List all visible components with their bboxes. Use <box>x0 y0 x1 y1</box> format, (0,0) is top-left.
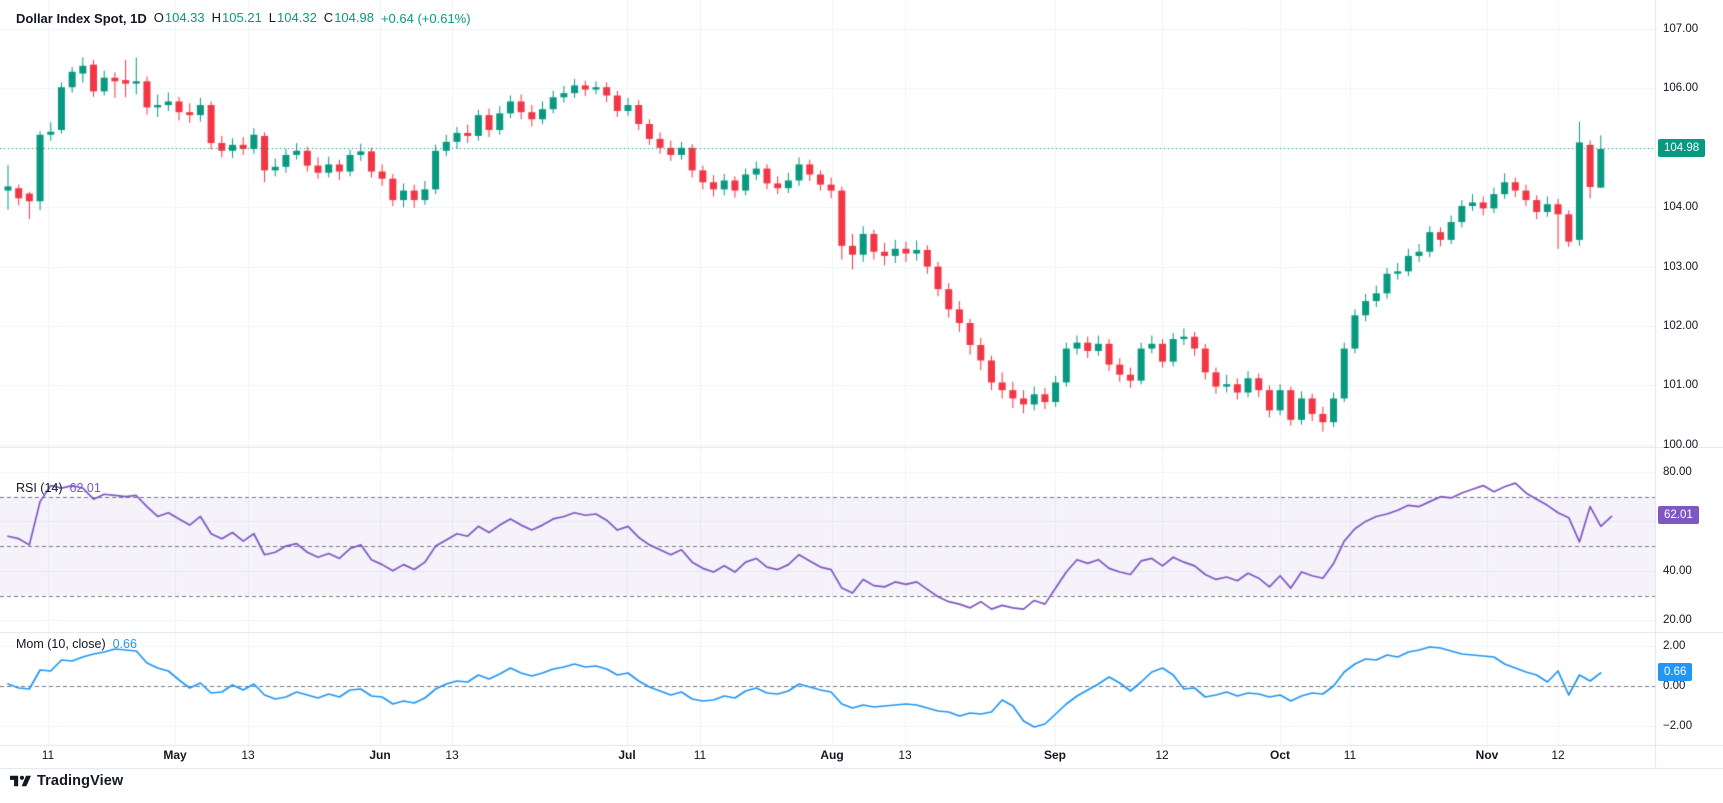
price-axis-tick: 107.00 <box>1663 23 1699 35</box>
ohlc-high: H105.21 <box>211 10 262 25</box>
time-axis-tick: 13 <box>241 748 255 762</box>
time-axis-tick: Aug <box>820 748 844 762</box>
time-axis-tick: 11 <box>1343 748 1357 762</box>
mom-legend[interactable]: Mom (10, close) 0.66 <box>16 637 137 651</box>
last-price-badge: 104.98 <box>1658 138 1706 157</box>
mom-value: 0.66 <box>112 637 137 651</box>
ohlc-open: O104.33 <box>153 10 205 25</box>
tradingview-logo[interactable]: TradingView <box>10 773 123 789</box>
time-axis-tick: Jul <box>618 748 636 762</box>
rsi-axis-tick: 80.00 <box>1663 466 1692 478</box>
time-axis-tick: 11 <box>41 748 55 762</box>
mom-axis-tick: 2.00 <box>1663 640 1686 652</box>
mom-axis-tick: 0.00 <box>1663 680 1686 692</box>
time-axis-tick: Nov <box>1475 748 1499 762</box>
price-axis-tick: 104.00 <box>1663 201 1699 214</box>
rsi-axis-tick: 20.00 <box>1663 614 1692 627</box>
time-axis-tick: 12 <box>1551 748 1565 762</box>
time-axis-tick: Oct <box>1269 748 1290 762</box>
time-axis-tick: Jun <box>369 748 391 762</box>
time-axis-tick: 13 <box>445 748 459 762</box>
time-axis-tick: May <box>163 748 187 762</box>
symbol-legend[interactable]: Dollar Index Spot, 1D O104.33 H105.21 L1… <box>16 9 471 27</box>
tradingview-icon <box>10 775 31 787</box>
mom-axis-tick: −2.00 <box>1663 720 1693 732</box>
time-axis-tick: 13 <box>898 748 912 762</box>
rsi-axis-tick: 40.00 <box>1663 564 1692 577</box>
rsi-value: 62.01 <box>69 481 101 495</box>
time-axis-tick: 12 <box>1155 748 1169 762</box>
ohlc-low: L104.32 <box>268 10 317 25</box>
rsi-value-badge: 62.01 <box>1658 506 1699 525</box>
rsi-label: RSI (14) <box>16 481 63 495</box>
price-axis-tick: 106.00 <box>1663 82 1699 95</box>
tradingview-label: TradingView <box>37 773 124 789</box>
symbol-title: Dollar Index Spot, 1D <box>16 10 147 26</box>
price-axis-tick: 100.00 <box>1663 438 1699 451</box>
time-axis-tick: 11 <box>693 748 707 762</box>
price-axis-tick: 102.00 <box>1663 320 1699 332</box>
rsi-legend[interactable]: RSI (14) 62.01 <box>16 481 101 495</box>
mom-label: Mom (10, close) <box>16 637 106 651</box>
ohlc-close: C104.98 <box>323 10 374 25</box>
mom-value-badge: 0.66 <box>1658 662 1693 681</box>
ohlc-change: +0.64 (+0.61%) <box>380 10 471 26</box>
price-axis-tick: 103.00 <box>1663 260 1699 273</box>
price-axis-tick: 101.00 <box>1663 379 1699 392</box>
time-axis-tick: Sep <box>1043 748 1066 762</box>
